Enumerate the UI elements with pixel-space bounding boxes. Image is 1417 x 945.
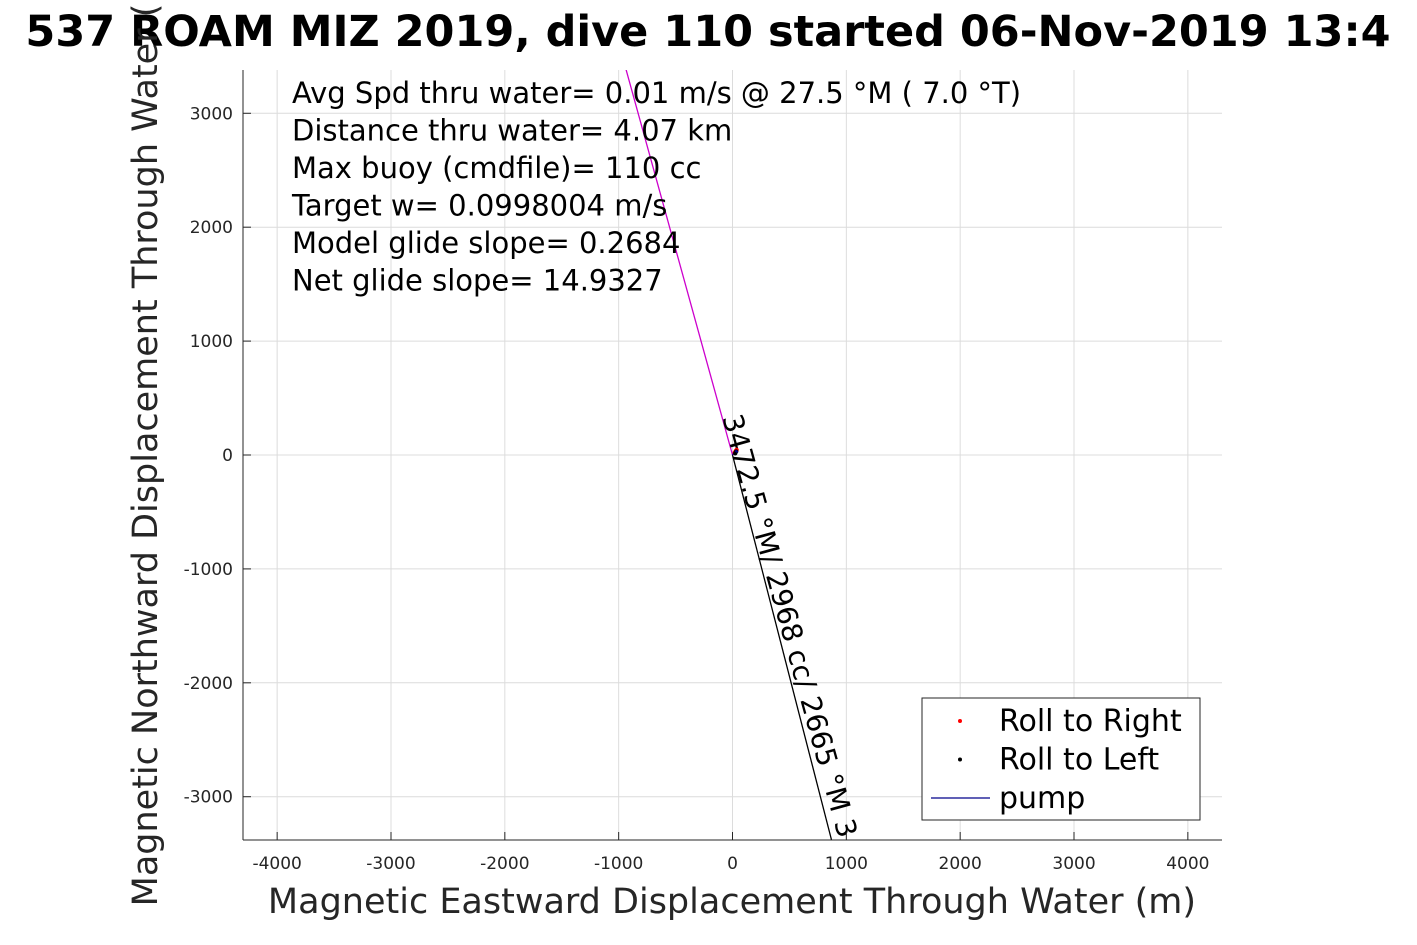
legend-entry-label: pump	[999, 781, 1085, 816]
y-tick-label: -2000	[184, 674, 233, 694]
x-axis-label: Magnetic Eastward Displacement Through W…	[268, 882, 1196, 922]
annotation-line: Net glide slope= 14.9327	[292, 264, 663, 298]
chart-title: 537 ROAM MIZ 2019, dive 110 started 06-N…	[25, 7, 1390, 57]
y-tick-label: -1000	[184, 560, 233, 580]
legend-box	[921, 697, 1201, 821]
x-tick-label: -4000	[252, 854, 301, 874]
legend-entry-label: Roll to Left	[999, 743, 1159, 778]
annotation-block: Avg Spd thru water= 0.01 m/s @ 27.5 °M (…	[291, 76, 1021, 298]
x-tick-label: 0	[727, 854, 738, 874]
y-tick-label: 1000	[190, 332, 233, 352]
current-vector	[731, 454, 833, 840]
x-tick-label: 2000	[939, 854, 982, 874]
y-tick-label: -3000	[184, 788, 233, 808]
annotation-line: Avg Spd thru water= 0.01 m/s @ 27.5 °M (…	[292, 76, 1021, 110]
x-tick-label: 4000	[1166, 854, 1209, 874]
heading-vector	[625, 70, 734, 456]
legend-marker	[958, 719, 962, 723]
annotation-line: Model glide slope= 0.2684	[292, 226, 680, 260]
x-tick-label: -3000	[366, 854, 415, 874]
y-tick-label: 3000	[190, 104, 233, 124]
annotation-line: Distance thru water= 4.07 km	[292, 114, 732, 148]
x-tick-label: 3000	[1052, 854, 1095, 874]
annotation-line: Target w= 0.0998004 m/s	[291, 189, 667, 223]
y-tick-label: 2000	[190, 218, 233, 238]
x-tick-label: 1000	[825, 854, 868, 874]
y-axis-label: Magnetic Northward Displacement Through …	[126, 4, 166, 907]
axes	[242, 70, 1222, 841]
x-tick-label: -2000	[480, 854, 529, 874]
y-tick-label: 0	[222, 446, 233, 466]
tick-labels: -4000 -3000 -2000 -1000 0 1000 2000 3000 4000 -30…	[184, 104, 1210, 874]
legend-marker	[958, 757, 962, 762]
x-tick-label: -1000	[594, 854, 643, 874]
track-label: 3472.5 °M/ 2968 cc/ 2665 °M 3	[716, 410, 864, 841]
annotation-line: Max buoy (cmdfile)= 110 cc	[292, 151, 701, 185]
legend-entry-label: Roll to Right	[999, 704, 1182, 739]
pump-segment	[734, 449, 739, 453]
